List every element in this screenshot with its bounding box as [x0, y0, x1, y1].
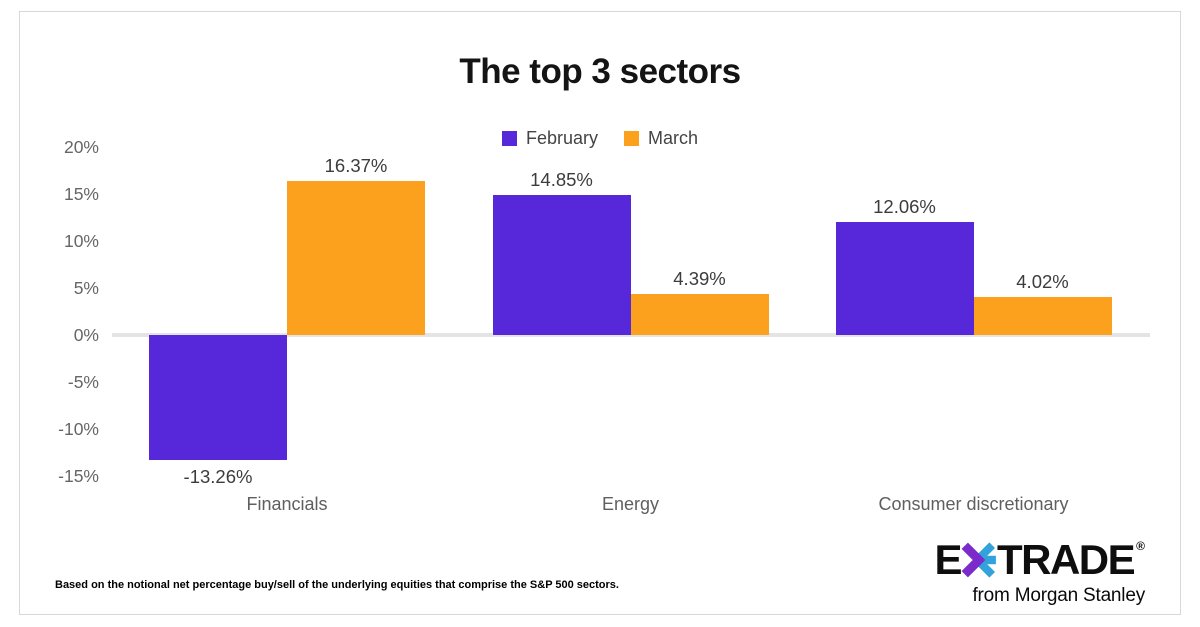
page-title: The top 3 sectors	[459, 52, 741, 91]
etrade-asterisk-icon	[961, 542, 996, 578]
legend-item-march: March	[624, 128, 698, 149]
bar-february-financials	[149, 335, 287, 460]
bar-march-consumer-discretionary	[973, 297, 1112, 335]
morgan-stanley-tagline: from Morgan Stanley	[972, 585, 1145, 606]
footnote-text: Based on the notional net percentage buy…	[55, 579, 619, 591]
y-axis-tick-15-: 15%	[63, 184, 99, 204]
bar-march-energy	[630, 293, 769, 335]
y-axis-tick--5-: -5%	[67, 372, 99, 392]
y-axis-tick-10-: 10%	[63, 231, 99, 251]
etrade-logo: E TRADE ® from Morgan Stanley	[934, 539, 1145, 607]
registered-trademark-symbol: ®	[1136, 539, 1145, 553]
y-axis-tick-0-: 0%	[73, 325, 99, 345]
etrade-logo-wordmark: E TRADE ®	[934, 539, 1145, 581]
bar-february-consumer-discretionary	[835, 221, 974, 335]
value-label-february-financials: -13.26%	[183, 465, 253, 487]
legend-swatch-march	[624, 131, 639, 146]
y-axis-tick--15-: -15%	[58, 466, 99, 486]
legend-item-february: February	[501, 128, 598, 149]
value-label-march-energy: 4.39%	[673, 267, 726, 289]
value-label-february-consumer-discretionary: 12.06%	[873, 195, 936, 217]
legend-label-march: March	[648, 128, 699, 148]
x-axis-label-financials: Financials	[246, 494, 328, 514]
bar-february-energy	[492, 195, 631, 335]
value-label-march-consumer-discretionary: 4.02%	[1016, 271, 1069, 293]
etrade-logo-e: E	[934, 536, 962, 583]
chart-legend: February March	[0, 128, 1200, 149]
x-axis-label-consumer-discretionary: Consumer discretionary	[878, 494, 1069, 514]
zero-axis-line	[112, 333, 1150, 337]
x-axis-label-energy: Energy	[601, 494, 660, 514]
value-label-february-energy: 14.85%	[530, 169, 593, 191]
value-label-march-financials: 16.37%	[324, 155, 388, 177]
y-axis-tick-5-: 5%	[73, 278, 99, 298]
y-axis-tick-20-: 20%	[63, 137, 99, 157]
legend-label-february: February	[525, 128, 598, 148]
y-axis-tick--10-: -10%	[58, 419, 99, 439]
legend-swatch-february	[501, 131, 517, 146]
bar-march-financials	[287, 181, 425, 335]
etrade-logo-trade: TRADE	[996, 536, 1136, 583]
